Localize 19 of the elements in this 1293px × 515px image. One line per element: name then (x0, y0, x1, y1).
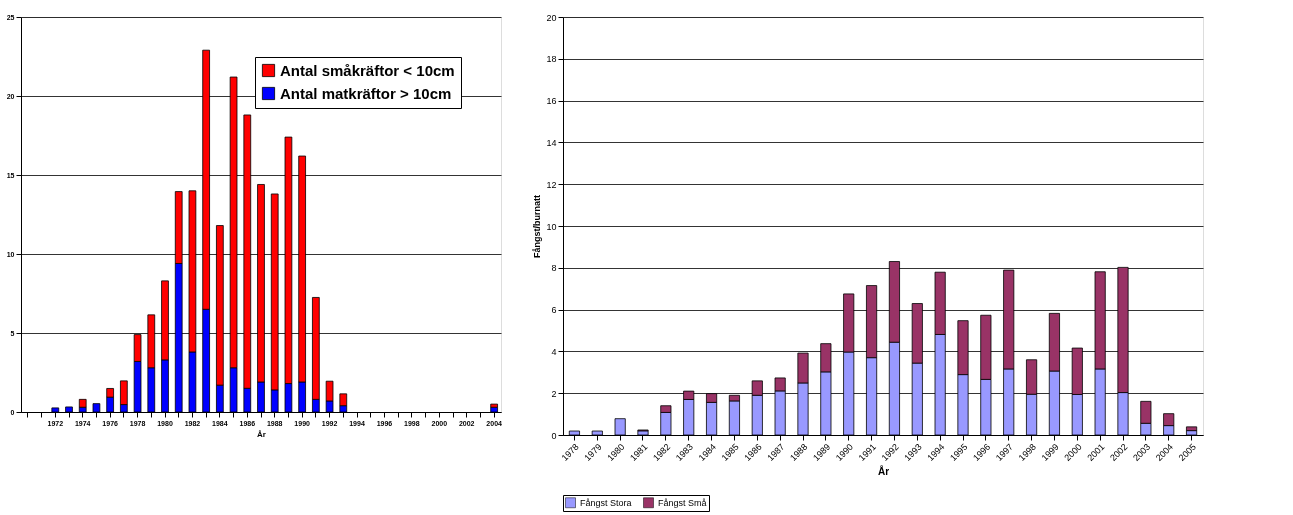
y-tick-label: 0 (551, 430, 557, 441)
y-tick-label: 8 (551, 263, 557, 274)
legend-label: Antal matkräftor > 10cm (280, 84, 452, 102)
y-tick-label: 12 (546, 179, 557, 190)
bar (1186, 426, 1198, 432)
legend-label: Antal småkräftor < 10cm (280, 61, 455, 79)
y-tick-label: 16 (546, 96, 557, 107)
x-axis-title: År (877, 465, 890, 478)
y-tick-label: 14 (546, 137, 557, 148)
y-tick-label: 20 (546, 12, 557, 23)
y-tick-label: 4 (551, 346, 557, 357)
y-tick-label: 6 (551, 305, 557, 316)
x-axis-title: År (257, 429, 266, 439)
legend-label: Fångst Små (658, 497, 707, 508)
y-tick-label: 2 (551, 388, 557, 399)
y-tick-label: 18 (546, 54, 557, 65)
y-tick-label: 10 (546, 221, 557, 232)
legend-label: Fångst Stora (580, 497, 632, 508)
y-axis-title: Fångst/burnatt (532, 195, 543, 258)
